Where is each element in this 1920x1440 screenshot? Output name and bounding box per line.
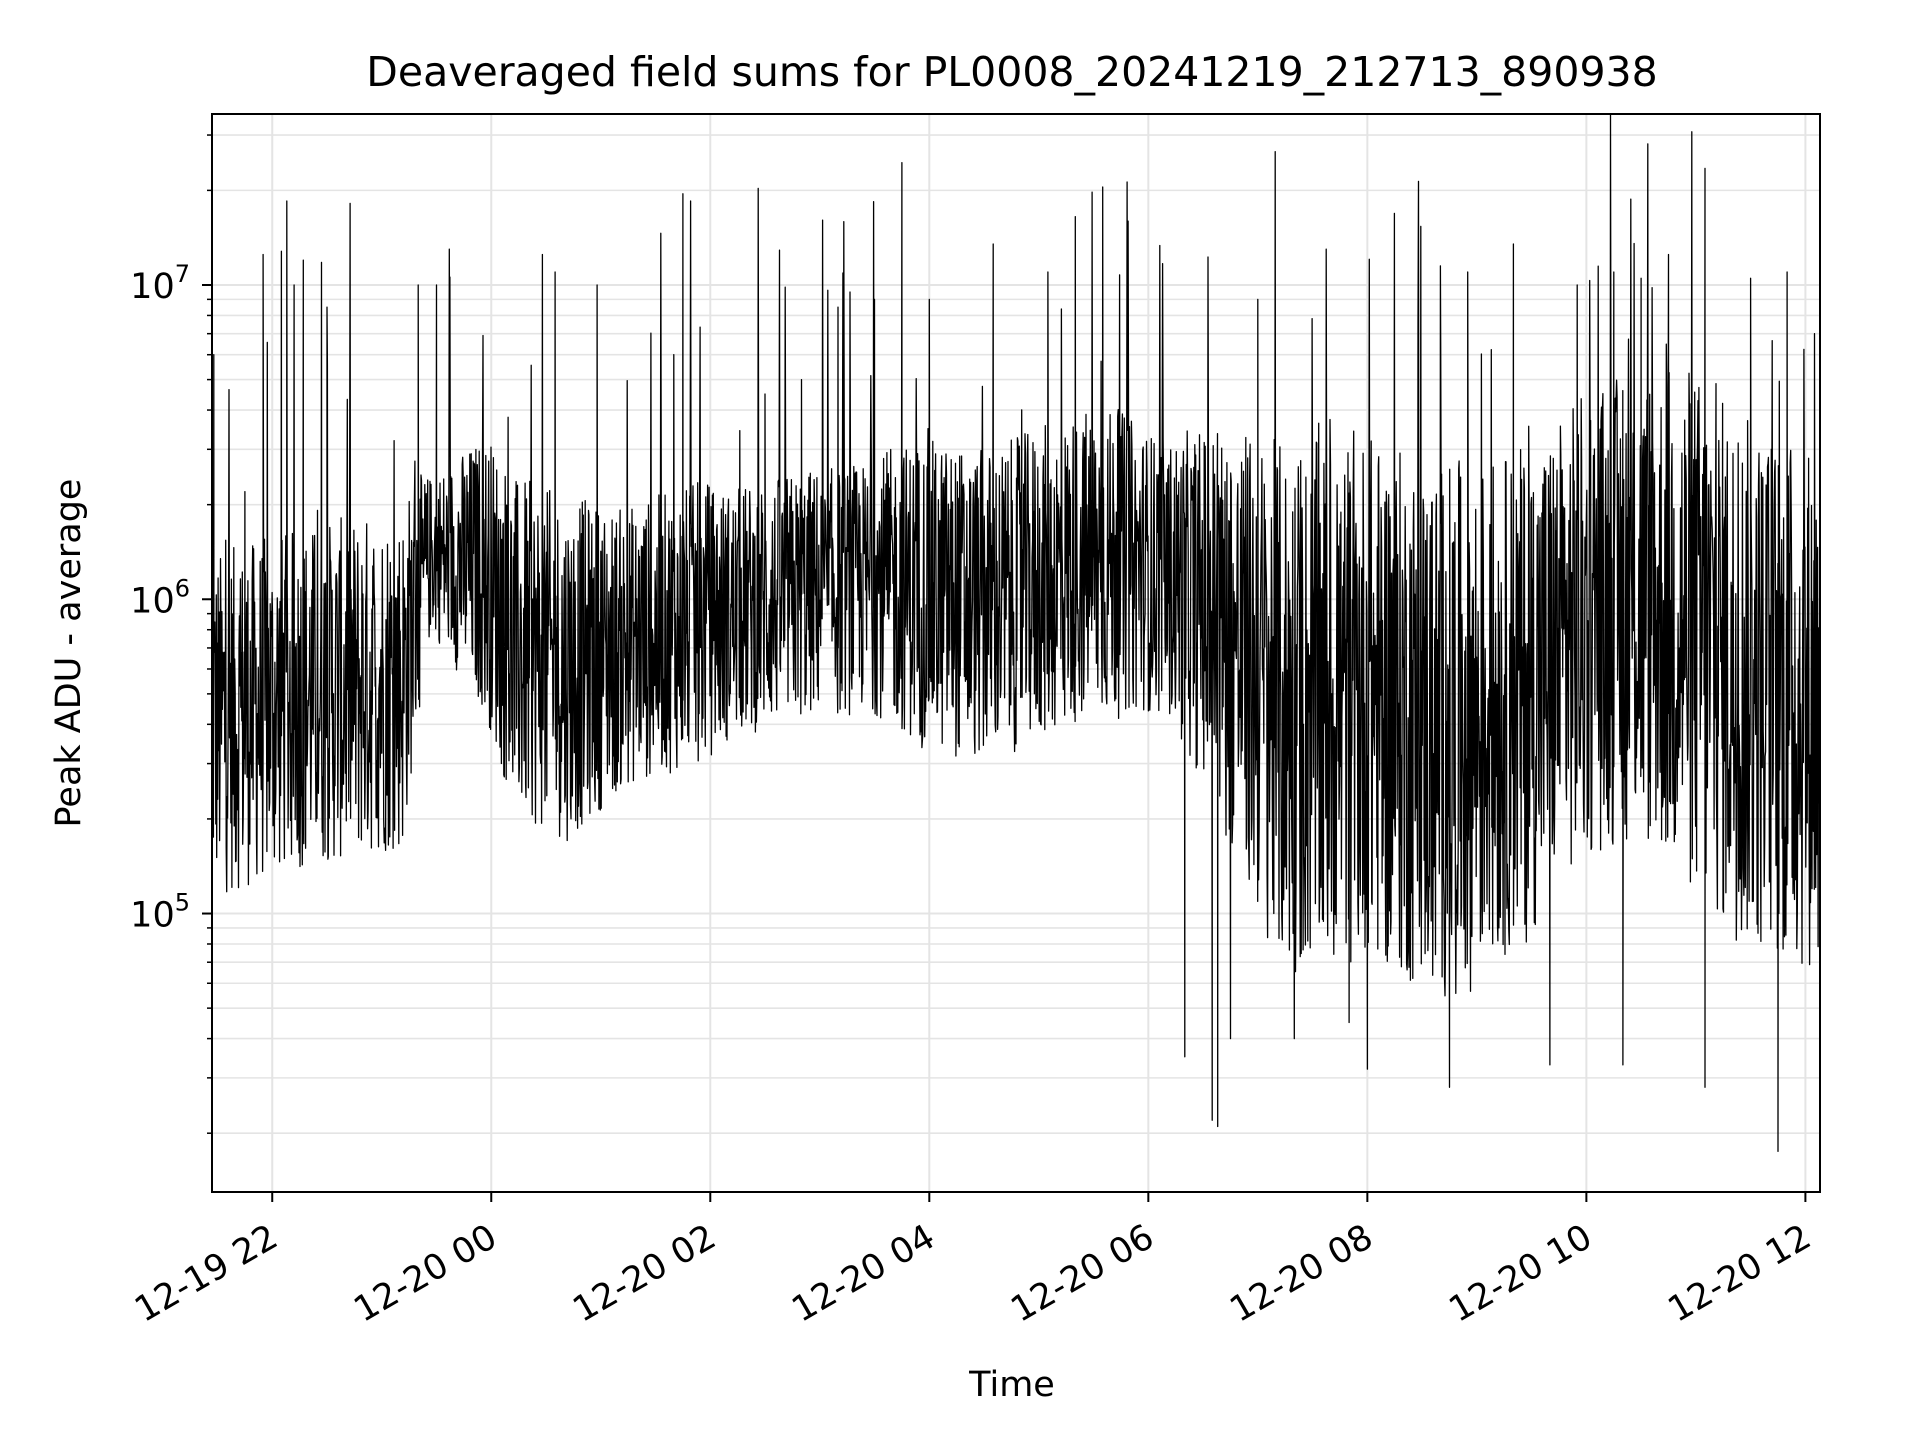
y-tick-label: 107 (130, 260, 190, 307)
chart-title: Deaveraged field sums for PL0008_2024121… (366, 48, 1657, 96)
series-line (211, 113, 1821, 1153)
x-axis-label: Time (968, 1365, 1055, 1405)
series-group (211, 113, 1821, 1153)
plot-frame (211, 113, 1821, 1193)
y-tick-label: 106 (130, 574, 190, 621)
y-tick-label: 105 (130, 889, 190, 936)
y-axis-label: Peak ADU - average (49, 479, 89, 828)
y-axis: 105 106 107 (130, 134, 212, 1134)
